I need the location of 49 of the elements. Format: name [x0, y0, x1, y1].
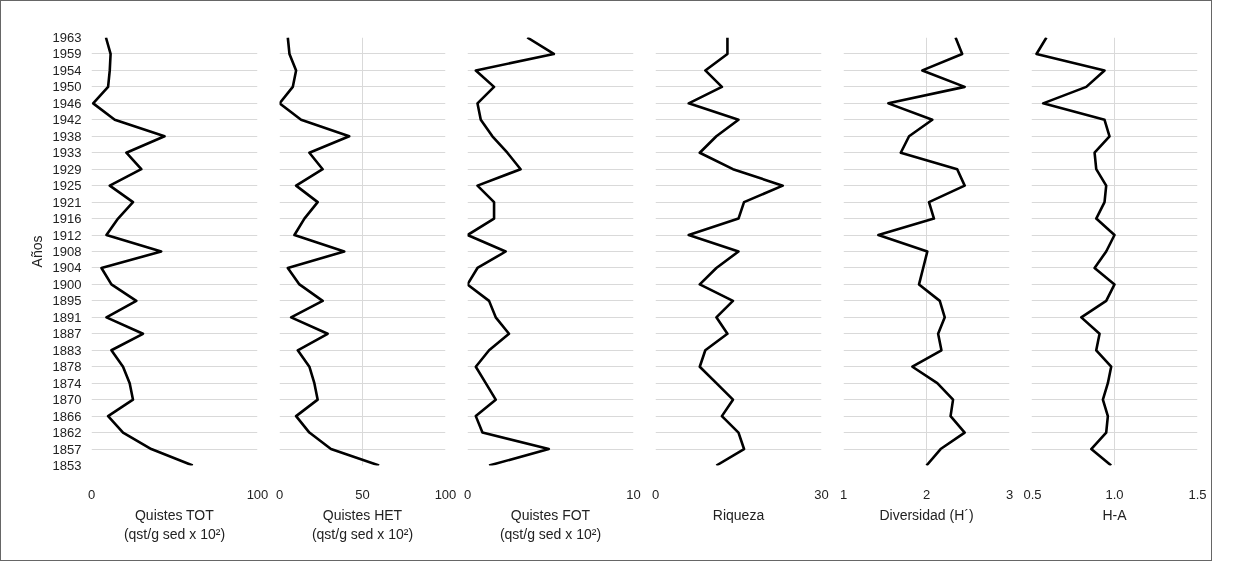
x-tick-label: 100 [434, 486, 457, 502]
y-tick-label: 1925 [52, 178, 82, 194]
y-tick-label: 1904 [52, 260, 82, 276]
y-tick-label: 1866 [52, 408, 82, 424]
y-tick-label: 1950 [52, 79, 82, 95]
y-tick-label: 1857 [52, 441, 82, 457]
y-tick-label: 1916 [52, 211, 82, 227]
y-axis-title: Años [28, 235, 45, 268]
x-tick-label: 0 [651, 486, 660, 502]
y-tick-label: 1874 [52, 375, 82, 391]
y-tick-label: 1883 [52, 342, 82, 358]
y-tick-label: 1933 [52, 145, 82, 161]
x-tick-label: 2 [922, 486, 931, 502]
y-tick-label: 1929 [52, 161, 82, 177]
y-tick-label: 1959 [52, 46, 82, 62]
x-tick-label: 50 [355, 486, 370, 502]
y-tick-label: 1853 [52, 458, 82, 473]
y-tick-label: 1891 [52, 309, 82, 325]
x-tick-label: 100 [246, 486, 269, 502]
x-axis-title: Riqueza [712, 506, 765, 523]
y-tick-label: 1895 [52, 293, 82, 309]
y-tick-label: 1878 [52, 359, 82, 375]
y-tick-label: 1938 [52, 128, 82, 144]
y-tick-label: 1887 [52, 326, 82, 342]
x-axis-title: Quistes HET (qst/g sed x 10²) [311, 506, 414, 542]
x-tick-label: 0 [87, 486, 96, 502]
y-tick-label: 1954 [52, 62, 82, 78]
y-tick-label: 1862 [52, 425, 82, 441]
x-axis-title: Quistes FOT (qst/g sed x 10²) [499, 506, 602, 542]
y-tick-label: 1946 [52, 95, 82, 111]
x-tick-label: 30 [814, 486, 829, 502]
x-tick-label: 0 [463, 486, 472, 502]
x-tick-label: 10 [626, 486, 641, 502]
y-tick-label: 1870 [52, 392, 82, 408]
y-tick-label: 1963 [52, 30, 82, 45]
y-tick-label: 1900 [52, 276, 82, 292]
x-tick-label: 0.5 [1023, 486, 1042, 502]
x-axis-title: H-A [1102, 506, 1128, 523]
y-tick-label: 1921 [52, 194, 82, 210]
y-tick-label: 1912 [52, 227, 82, 243]
x-axis-title: Diversidad (H´) [879, 506, 974, 523]
x-tick-label: 1.5 [1188, 486, 1207, 502]
y-tick-label: 1942 [52, 112, 82, 128]
y-tick-label: 1908 [52, 244, 82, 259]
x-tick-label: 1 [839, 486, 848, 502]
x-tick-label: 1.0 [1105, 486, 1124, 502]
x-tick-label: 3 [1005, 486, 1014, 502]
x-axis-title: Quistes TOT (qst/g sed x 10²) [123, 506, 226, 542]
x-tick-label: 0 [275, 486, 284, 502]
